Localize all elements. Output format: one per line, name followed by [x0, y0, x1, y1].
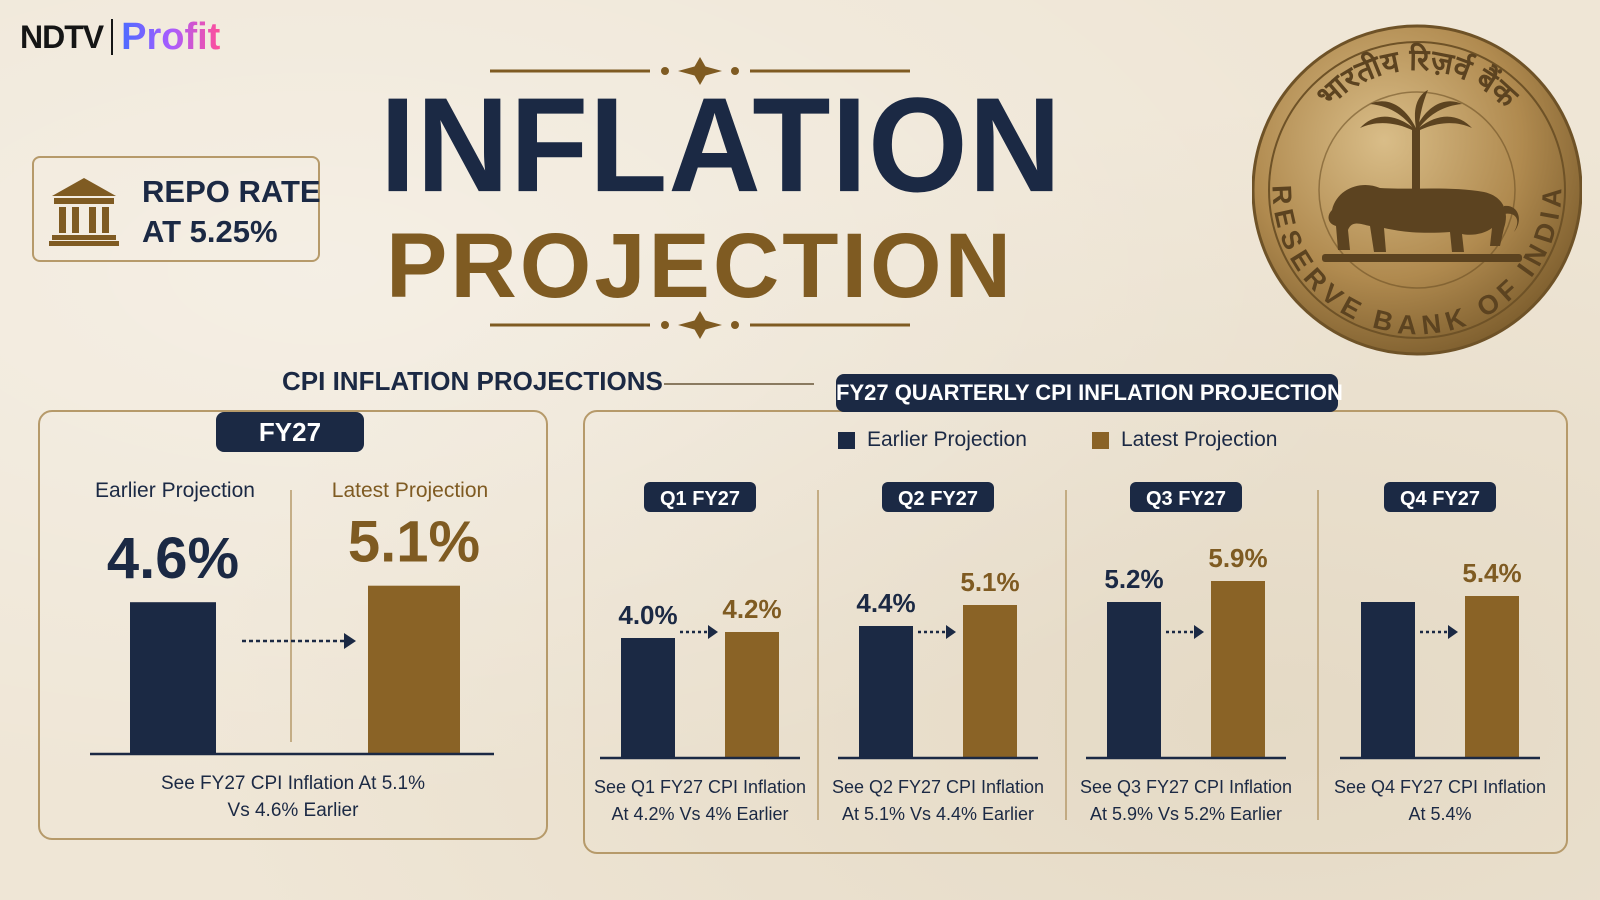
quarterly-chart-title: FY27 QUARTERLY CPI INFLATION PROJECTION — [836, 374, 1343, 412]
quarter-value-label: 5.2% — [1104, 564, 1163, 594]
quarter-value-label: 4.0% — [618, 600, 677, 630]
legend-earlier-label: Earlier Projection — [867, 428, 1027, 451]
quarter-caption-line: At 5.9% Vs 5.2% Earlier — [1089, 804, 1283, 824]
legend-latest: Latest Projection — [1092, 428, 1277, 452]
title-ornament-bottom — [490, 311, 910, 339]
quarter-caption-line: See Q4 FY27 CPI Inflation — [1333, 777, 1547, 797]
bank-icon — [49, 178, 119, 246]
cpi-projections-heading: CPI INFLATION PROJECTIONS — [282, 366, 663, 396]
repo-rate-value: AT 5.25% — [142, 214, 278, 249]
palm-tree-icon — [1360, 90, 1472, 190]
quarter-bar-latest — [725, 632, 779, 758]
logo-separator — [111, 19, 114, 55]
quarter-caption-line: See Q1 FY27 CPI Inflation — [593, 777, 807, 797]
quarter-caption: See Q4 FY27 CPI Inflation At 5.4% — [1325, 774, 1555, 828]
quarter-label: Q3 FY27 — [1146, 488, 1226, 510]
quarter-label: Q2 FY27 — [898, 488, 978, 510]
fy27-panel — [38, 410, 548, 840]
quarter-caption: See Q3 FY27 CPI Inflation At 5.9% Vs 5.2%… — [1071, 774, 1301, 828]
legend-latest-label: Latest Projection — [1121, 428, 1278, 451]
fy27-arrow — [242, 633, 356, 649]
main-subtitle: PROJECTION — [385, 215, 1015, 317]
quarter-bar-earlier — [1107, 602, 1161, 758]
quarter-caption-line: At 4.2% Vs 4% Earlier — [611, 804, 789, 824]
legend-earlier-swatch — [838, 431, 855, 449]
legend-earlier: Earlier Projection — [838, 428, 1027, 452]
logo-ndtv: NDTV — [20, 18, 104, 55]
quarter-arrow-head — [946, 625, 956, 639]
quarter-caption-line: See Q2 FY27 CPI Inflation — [831, 777, 1045, 797]
fy27-chart-title: FY27 — [216, 412, 364, 452]
quarter-bar-earlier — [621, 638, 675, 758]
quarter-arrow-head — [1194, 625, 1204, 639]
quarter-caption: See Q2 FY27 CPI Inflation At 5.1% Vs 4.4%… — [823, 774, 1053, 828]
quarter-bar-latest — [963, 605, 1017, 758]
fy27-category-earlier: Earlier Projection — [95, 479, 255, 502]
quarter-caption: See Q1 FY27 CPI Inflation At 4.2% Vs 4% E… — [585, 774, 815, 828]
tiger-icon — [1322, 184, 1522, 262]
logo-profit: Profit — [121, 15, 221, 58]
rbi-seal: भारतीय रिज़र्व बैंक RESERVE BANK OF INDI… — [1252, 24, 1582, 356]
repo-rate-label: REPO RATE — [142, 174, 321, 209]
fy27-latest-value-label: 5.1% — [348, 510, 480, 575]
heading-rule — [664, 383, 814, 385]
quarter-value-label: 5.9% — [1208, 543, 1267, 573]
fy27-category-latest: Latest Projection — [332, 479, 488, 502]
quarter-bar-latest — [1211, 581, 1265, 758]
repo-rate-box: REPO RATE AT 5.25% — [32, 156, 321, 262]
legend-latest-swatch — [1092, 431, 1109, 449]
quarter-pill — [882, 482, 994, 512]
ndtv-profit-logo: NDTV Profit — [20, 14, 220, 60]
quarter-bar-earlier — [859, 626, 913, 758]
quarter-value-label: 4.4% — [856, 588, 915, 618]
quarter-caption-line: At 5.4% — [1408, 804, 1472, 824]
quarter-pill — [1384, 482, 1496, 512]
quarter-bar-earlier — [1361, 602, 1415, 758]
quarter-pill — [644, 482, 756, 512]
quarter-bar-latest — [1465, 596, 1519, 758]
quarter-value-label: 5.1% — [960, 567, 1019, 597]
quarter-caption-line: At 5.1% Vs 4.4% Earlier — [841, 804, 1035, 824]
title-ornament-top — [490, 57, 910, 85]
quarter-arrow-head — [1448, 625, 1458, 639]
main-title: INFLATION — [380, 70, 1063, 221]
fy27-earlier-bar — [130, 602, 216, 754]
quarter-value-label: 4.2% — [722, 594, 781, 624]
quarter-value-label: 5.4% — [1462, 558, 1521, 588]
quarter-pill — [1130, 482, 1242, 512]
quarter-label: Q1 FY27 — [660, 488, 740, 510]
fy27-bar-chart: Earlier Projection Latest Projection 4.6… — [90, 479, 494, 756]
fy27-earlier-value-label: 4.6% — [107, 526, 239, 591]
fy27-caption-line1: See FY27 CPI Inflation At 5.1% — [160, 773, 426, 794]
fy27-caption: See FY27 CPI Inflation At 5.1% Vs 4.6% E… — [88, 770, 498, 824]
quarter-arrow-head — [708, 625, 718, 639]
quarter-label: Q4 FY27 — [1400, 488, 1480, 510]
quarter-caption-line: See Q3 FY27 CPI Inflation — [1079, 777, 1293, 797]
fy27-latest-bar — [368, 585, 460, 754]
fy27-caption-line2: Vs 4.6% Earlier — [227, 800, 359, 821]
